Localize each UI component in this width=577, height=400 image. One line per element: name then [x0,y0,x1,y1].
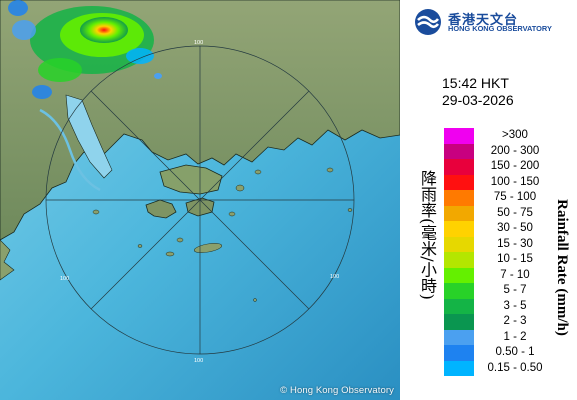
legend-swatch [444,252,474,268]
legend-range-label: 10 - 15 [497,253,533,265]
rainfall-legend: >300 200 - 300 150 - 200 100 - 150 75 - 100 5… [444,128,554,376]
range-label-southeast: 100 [330,274,339,280]
legend-title-en: Rainfall Rate (mm/h) [553,199,570,336]
legend-row: 10 - 15 [444,252,554,268]
radar-map-image: 100 100 100 100 [0,0,400,400]
legend-title-en-wrapper: Rainfall Rate (mm/h) [550,140,572,395]
western-coast [0,239,15,281]
outlying-islands [92,167,353,302]
legend-row: 15 - 30 [444,236,554,252]
legend-swatch [444,236,474,252]
legend-row: >300 [444,128,554,144]
legend-row: 3 - 5 [444,298,554,314]
legend-row: 5 - 7 [444,283,554,299]
legend-range-label: 200 - 300 [490,144,540,157]
range-label-south: 100 [194,358,203,364]
legend-row: 7 - 10 [444,267,554,283]
legend-range-label: 5 - 7 [503,284,527,296]
radar-map: 100 100 100 100 © Hong Kong Observatory [0,0,400,400]
river-channel [39,108,101,192]
legend-swatch [444,267,474,283]
legend-swatch [444,298,474,314]
legend-swatch [444,205,474,221]
organization-name-en: HONG KONG OBSERVATORY [448,24,552,33]
legend-range-label: >300 [502,129,528,141]
observatory-logo: 香港天文台 HONG KONG OBSERVATORY [414,8,574,38]
legend-range-label: 50 - 75 [497,206,533,219]
legend-row: 30 - 50 [444,221,554,237]
legend-row: 50 - 75 [444,205,554,221]
legend-range-label: 15 - 30 [497,237,533,250]
legend-range-label: 30 - 50 [497,222,533,234]
range-label-southwest: 100 [60,276,69,282]
observation-date: 29-03-2026 [442,92,514,108]
legend-range-label: 0.15 - 0.50 [487,361,543,374]
legend-swatch [444,143,474,159]
legend-swatch [444,360,474,376]
legend-swatch [444,329,474,345]
legend-row: 2 - 3 [444,314,554,330]
info-panel: 香港天文台 HONG KONG OBSERVATORY 15:42 HKT 29… [400,0,577,400]
legend-range-label: 2 - 3 [503,315,527,327]
legend-swatch [444,159,474,175]
legend-range-label: 1 - 2 [503,330,527,343]
hko-logo-icon [415,9,441,35]
range-rings [45,45,355,355]
organization-name-zh: 香港天文台 [448,13,519,28]
legend-swatch [444,174,474,190]
legend-swatch [444,190,474,206]
legend-row: 150 - 200 [444,159,554,175]
new-territories [159,164,223,195]
legend-range-label: 100 - 150 [490,175,540,188]
legend-row: 0.15 - 0.50 [444,360,554,376]
legend-swatch [444,221,474,237]
legend-row: 75 - 100 [444,190,554,206]
copyright-notice: © Hong Kong Observatory [280,385,394,396]
legend-row: 0.50 - 1 [444,345,554,361]
legend-range-label: 7 - 10 [500,268,530,281]
legend-range-label: 3 - 5 [503,299,527,312]
legend-range-label: 75 - 100 [493,191,537,203]
rain-echoes [8,0,162,99]
pearl-river-estuary [65,94,113,179]
lantau-island [145,199,177,219]
legend-range-label: 150 - 200 [490,160,540,172]
range-label-north: 100 [194,40,203,46]
legend-title-zh: 降雨率(毫米/小時) [418,170,437,300]
legend-swatch [444,314,474,330]
legend-row: 100 - 150 [444,174,554,190]
legend-row: 1 - 2 [444,329,554,345]
observation-time: 15:42 HKT [442,75,509,91]
legend-range-label: 0.50 - 1 [495,346,535,358]
legend-swatch [444,345,474,361]
range-labels: 100 100 100 100 [60,40,339,364]
legend-row: 200 - 300 [444,143,554,159]
legend-swatch [444,128,474,144]
legend-swatch [444,283,474,299]
